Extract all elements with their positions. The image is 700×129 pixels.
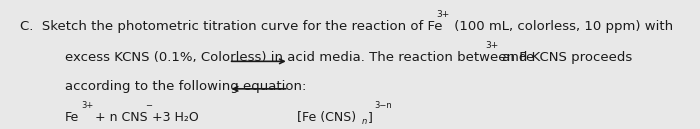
Text: n: n [361, 117, 367, 126]
Text: 3−n: 3−n [374, 101, 392, 110]
Text: 3+: 3+ [82, 101, 94, 110]
Text: [Fe (CNS): [Fe (CNS) [297, 111, 360, 124]
Text: and KCNS proceeds: and KCNS proceeds [498, 51, 633, 64]
Text: excess KCNS (0.1%, Colorless) in acid media. The reaction between Fe: excess KCNS (0.1%, Colorless) in acid me… [64, 51, 534, 64]
Text: + n CNS: + n CNS [91, 111, 148, 124]
Text: (100 mL, colorless, 10 ppm) with: (100 mL, colorless, 10 ppm) with [449, 20, 673, 33]
Text: +3 H₂O: +3 H₂O [152, 111, 198, 124]
Text: according to the following equation:: according to the following equation: [64, 80, 306, 93]
Text: Fe: Fe [64, 111, 79, 124]
Text: 3+: 3+ [436, 10, 449, 19]
Text: −: − [146, 101, 153, 110]
Text: ]: ] [368, 111, 373, 124]
Text: C.  Sketch the photometric titration curve for the reaction of Fe: C. Sketch the photometric titration curv… [20, 20, 443, 33]
Text: 3+: 3+ [485, 41, 498, 50]
